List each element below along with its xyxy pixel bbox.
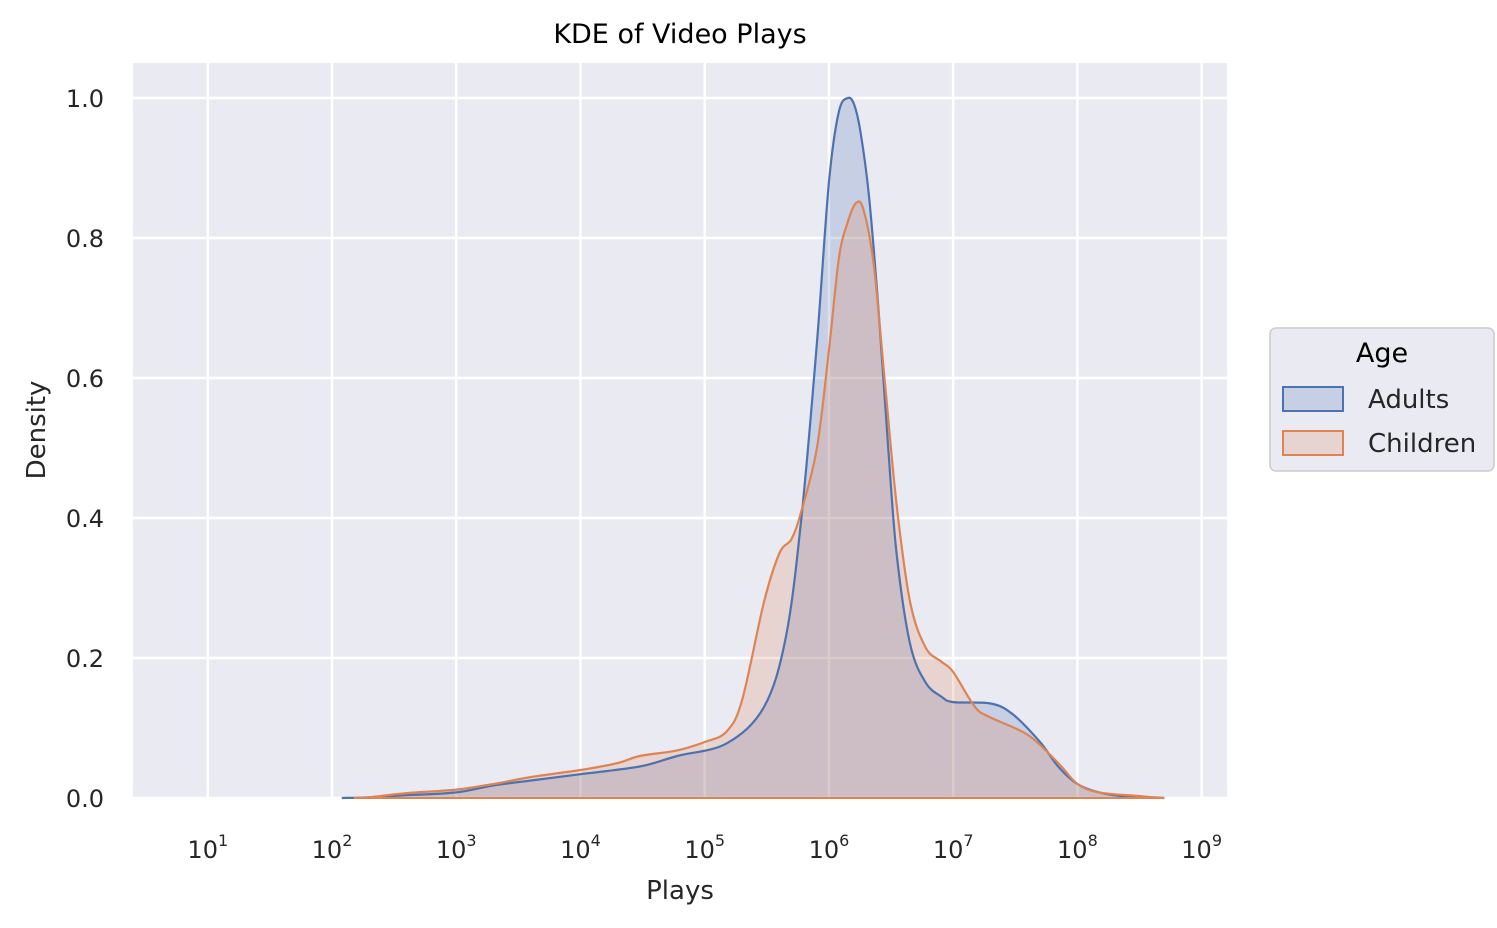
x-tick-base: 10: [560, 836, 591, 864]
x-tick-label: 105: [684, 831, 725, 864]
x-tick-exponent: 3: [466, 831, 476, 850]
y-tick-label: 0.4: [66, 505, 104, 533]
x-tick-exponent: 1: [218, 831, 228, 850]
y-axis-label: Density: [22, 381, 52, 480]
x-tick-exponent: 2: [342, 831, 352, 850]
x-tick-base: 10: [684, 836, 715, 864]
x-tick-exponent: 8: [1088, 831, 1098, 850]
x-tick-base: 10: [1057, 836, 1088, 864]
density-lines: [341, 96, 1165, 800]
x-tick-label: 101: [187, 831, 228, 864]
adults-legend-label: Adults: [1368, 385, 1449, 415]
plot-area: [133, 63, 1227, 798]
x-tick-label: 106: [809, 831, 850, 864]
y-tick-label: 0.0: [66, 785, 104, 813]
x-tick-label: 108: [1057, 831, 1098, 864]
x-tick-label: 102: [312, 831, 353, 864]
x-tick-exponent: 9: [1212, 831, 1222, 850]
density-areas: [341, 97, 1165, 799]
children-density-area: [353, 201, 1165, 799]
x-tick-base: 10: [436, 836, 467, 864]
y-tick-label: 0.2: [66, 645, 104, 673]
x-tick-exponent: 4: [591, 831, 601, 850]
y-tick-label: 0.6: [66, 365, 104, 393]
x-tick-label: 107: [933, 831, 974, 864]
x-tick-labels: 101 102 103 104 105 106 107 108 109: [187, 831, 1222, 864]
legend-box: [1269, 327, 1495, 472]
children-legend-label: Children: [1368, 429, 1476, 459]
y-tick-label: 1.0: [66, 85, 104, 113]
x-tick-base: 10: [187, 836, 218, 864]
x-tick-base: 10: [933, 836, 964, 864]
x-tick-label: 109: [1181, 831, 1222, 864]
x-tick-base: 10: [312, 836, 343, 864]
chart-title: KDE of Video Plays: [553, 19, 806, 50]
adults-density-line: [341, 96, 1165, 800]
x-tick-base: 10: [1181, 836, 1212, 864]
adults-legend-swatch: [1282, 386, 1344, 412]
x-axis-label: Plays: [646, 876, 714, 906]
x-tick-exponent: 6: [839, 831, 849, 850]
legend-title: Age: [1356, 338, 1408, 369]
x-tick-exponent: 5: [715, 831, 725, 850]
x-tick-base: 10: [809, 836, 840, 864]
children-legend-swatch: [1282, 430, 1344, 456]
x-tick-label: 103: [436, 831, 477, 864]
x-tick-exponent: 7: [963, 831, 973, 850]
children-density-line: [353, 200, 1165, 800]
legend: Age Adults Children: [1269, 327, 1495, 472]
y-tick-labels: 0.0 0.2 0.4 0.6 0.8 1.0: [66, 85, 104, 813]
y-tick-label: 0.8: [66, 225, 104, 253]
x-tick-label: 104: [560, 831, 601, 864]
